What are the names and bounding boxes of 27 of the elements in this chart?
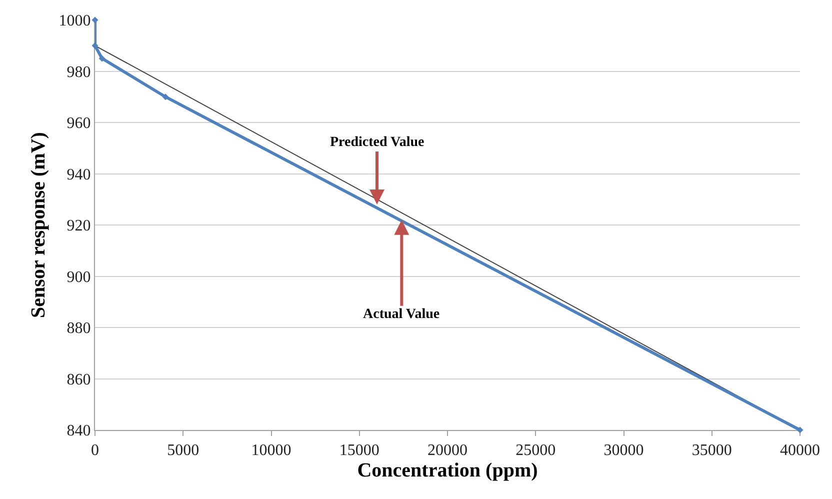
y-tick-label: 840 [66, 422, 91, 440]
x-tick-label: 20000 [428, 442, 468, 460]
x-tick-label: 40000 [780, 442, 820, 460]
y-tick-label: 960 [66, 115, 91, 132]
point [98, 55, 106, 62]
x-tick-label: 0 [91, 442, 99, 460]
point [92, 16, 98, 24]
y-tick-label: 1000 [58, 12, 91, 30]
x-tick-label: 5000 [167, 442, 200, 460]
x-tick-label: 15000 [339, 442, 380, 460]
y-tick-label: 860 [66, 371, 91, 388]
y-axis-title: Sensor response (mV) [27, 132, 50, 318]
y-tick-label: 920 [66, 218, 91, 235]
y-tick-label: 880 [66, 320, 91, 338]
y-tick-label: 900 [66, 268, 91, 286]
x-tick-label: 30000 [604, 442, 644, 460]
point [162, 94, 169, 100]
point [796, 426, 804, 434]
y-tick-label: 940 [66, 166, 91, 184]
annotation: Predicted Value [330, 135, 424, 150]
x-tick-label: 25000 [516, 442, 556, 460]
x-axis-title: Concentration (ppm) [357, 460, 538, 482]
y-tick-label: 980 [66, 64, 91, 81]
x-tick-label: 35000 [692, 442, 732, 460]
x-tick-label: 10000 [251, 442, 292, 460]
point [92, 42, 98, 49]
annotation: Actual Value [363, 307, 440, 322]
